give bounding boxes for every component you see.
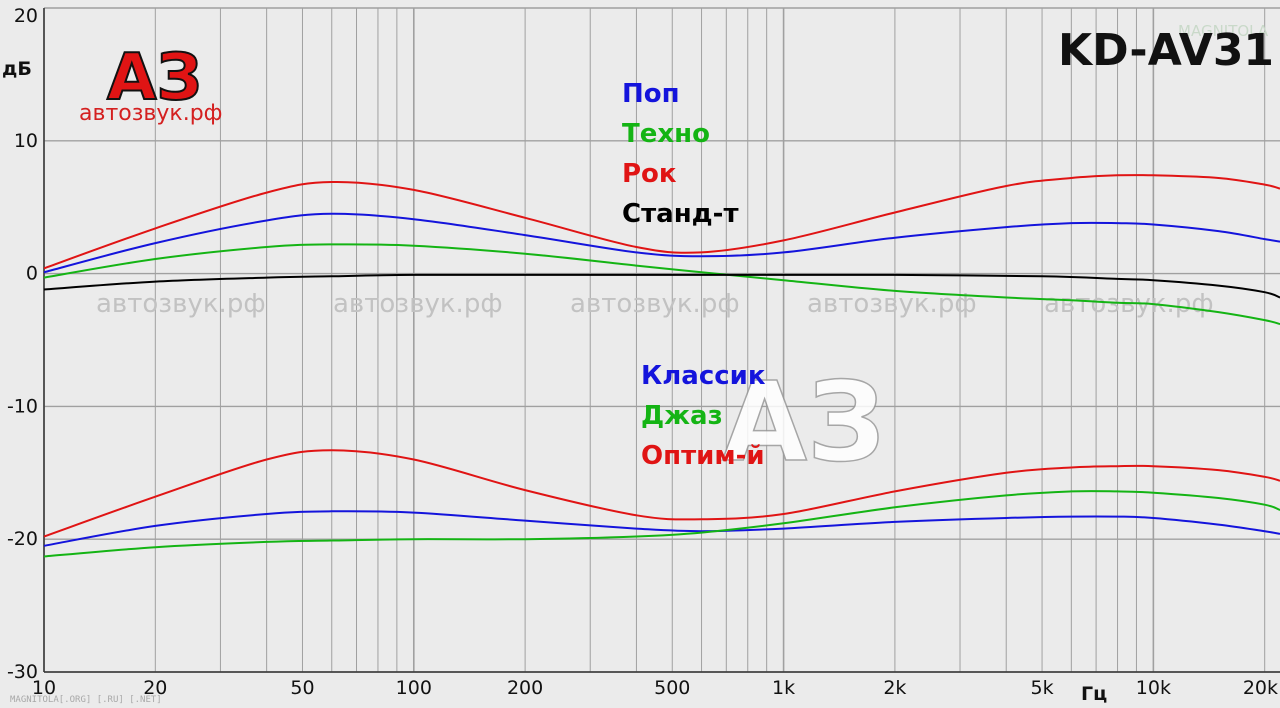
legend-item-rock: Рок xyxy=(622,159,677,189)
y-tick-label: 0 xyxy=(26,263,38,285)
az-logo: АЗ автозвук.рф xyxy=(79,40,222,126)
series-line xyxy=(43,174,1280,270)
y-tick-label: -30 xyxy=(7,661,38,683)
center-logo-text: АЗ xyxy=(722,358,885,486)
series xyxy=(43,174,1280,558)
x-tick-label: 500 xyxy=(654,677,690,699)
x-tick-label: 20k xyxy=(1243,677,1278,699)
x-tick-label: 20 xyxy=(143,677,167,699)
legend-item-pop: Поп xyxy=(622,79,680,109)
watermark-text: автозвук.рф xyxy=(807,289,977,319)
legend-bottom: Классик Джаз Оптим-й xyxy=(641,361,766,471)
legend-item-jazz: Джаз xyxy=(641,401,723,431)
x-tick-label: 10 xyxy=(32,677,56,699)
legend-top: Поп Техно Рок Станд-т xyxy=(622,79,739,229)
legend-item-standard: Станд-т xyxy=(622,199,739,229)
y-tick-label: -20 xyxy=(7,528,38,550)
series-line xyxy=(43,490,1280,558)
footer-watermark: MAGNITOLA[.ORG] [.RU] [.NET] xyxy=(10,695,162,705)
y-tick-label: -10 xyxy=(7,395,38,417)
legend-item-optimal: Оптим-й xyxy=(641,441,765,471)
watermark-group: автозвук.рф автозвук.рф автозвук.рф авто… xyxy=(96,289,1214,319)
x-axis-unit: Гц xyxy=(1081,683,1107,705)
x-tick-label: 50 xyxy=(290,677,314,699)
logo-url: автозвук.рф xyxy=(79,101,222,126)
x-tick-label: 100 xyxy=(396,677,432,699)
y-axis-unit: дБ xyxy=(2,58,32,80)
corner-brand-watermark: MAGNITOLA xyxy=(1178,22,1269,40)
center-logo-watermark: АЗ xyxy=(721,357,886,487)
series-line xyxy=(43,449,1280,538)
x-tick-label: 5k xyxy=(1031,677,1054,699)
legend-item-techno: Техно xyxy=(622,119,710,149)
series-line xyxy=(43,243,1280,326)
legend-item-classic: Классик xyxy=(641,361,766,391)
grid xyxy=(43,7,1280,673)
watermark-text: автозвук.рф xyxy=(96,289,266,319)
y-tick-label: 20 xyxy=(14,5,38,27)
model-title: KD-AV31 xyxy=(1058,25,1274,76)
watermark-text: автозвук.рф xyxy=(333,289,503,319)
series-line xyxy=(43,273,1280,299)
logo-letters: АЗ xyxy=(107,41,202,115)
x-tick-label: 2k xyxy=(883,677,906,699)
x-tick-label: 1k xyxy=(772,677,795,699)
watermark-text: автозвук.рф xyxy=(570,289,740,319)
series-line xyxy=(43,212,1280,274)
series-line xyxy=(43,510,1280,547)
x-tick-label: 10k xyxy=(1136,677,1171,699)
y-tick-label: 10 xyxy=(14,130,38,152)
x-tick-label: 200 xyxy=(507,677,543,699)
